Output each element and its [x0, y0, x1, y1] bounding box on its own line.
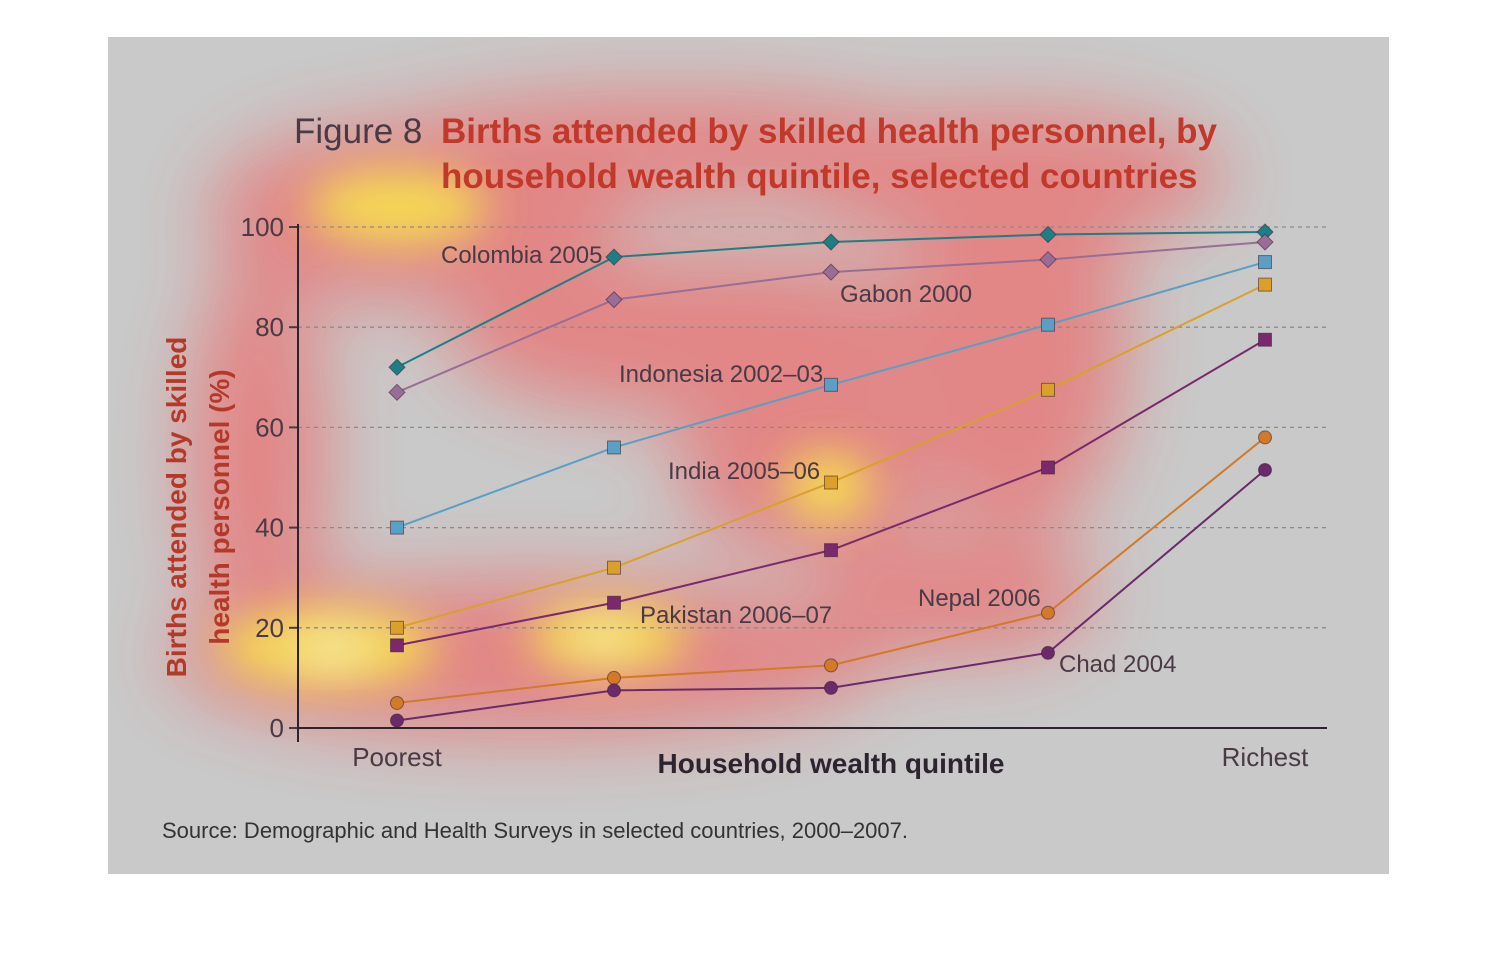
data-point	[1258, 332, 1272, 347]
data-point	[1258, 462, 1272, 477]
source-note: Source: Demographic and Health Surveys i…	[162, 818, 908, 843]
data-point	[607, 670, 621, 685]
chart-title-line-1: Births attended by skilled health person…	[441, 112, 1218, 151]
y-tick-label-80: 80	[255, 312, 284, 342]
data-point	[388, 383, 406, 402]
series-3	[390, 277, 1272, 635]
y-tick-label-40: 40	[255, 513, 284, 543]
x-axis-title: Household wealth quintile	[658, 748, 1005, 779]
y-tick-label-0: 0	[270, 713, 284, 743]
data-point	[390, 638, 404, 653]
data-point	[390, 713, 404, 728]
series-labels: Colombia 2005 Gabon 2000 Indonesia 2002–03…	[441, 242, 1176, 678]
data-point	[822, 233, 840, 251]
data-point	[1039, 250, 1057, 269]
data-point	[390, 620, 404, 635]
series-label-0: Colombia 2005	[441, 242, 602, 269]
series-5	[390, 430, 1272, 710]
data-point	[824, 658, 838, 673]
data-point	[390, 695, 404, 710]
series-4	[390, 332, 1272, 653]
data-point	[605, 290, 623, 309]
chart-title-line-2: household wealth quintile, selected coun…	[441, 157, 1198, 196]
series-2	[390, 255, 1272, 535]
data-point	[607, 595, 621, 610]
data-point	[1258, 430, 1272, 445]
data-point	[607, 683, 621, 698]
figure-number: Figure 8	[294, 112, 422, 151]
data-point	[607, 440, 621, 455]
data-point	[824, 475, 838, 490]
y-axis-ticks: 0 20 40 60 80 100	[241, 212, 298, 743]
y-tick-label-60: 60	[255, 412, 284, 442]
x-tick-label-richest: Richest	[1222, 742, 1309, 772]
series-label-4: Pakistan 2006–07	[640, 602, 832, 629]
data-point	[824, 543, 838, 558]
x-axis-ticks: Poorest Richest	[352, 742, 1309, 772]
data-point	[607, 560, 621, 575]
data-point	[1041, 605, 1055, 620]
y-axis-title-line-1: Births attended by skilled	[161, 337, 192, 678]
data-point	[824, 377, 838, 392]
y-axis-title: Births attended by skilled health person…	[161, 337, 235, 678]
series-label-5: Nepal 2006	[918, 585, 1041, 612]
x-tick-label-poorest: Poorest	[352, 742, 442, 772]
series-1	[388, 233, 1274, 402]
axes	[297, 224, 1327, 742]
data-point	[1258, 277, 1272, 292]
data-point	[822, 263, 840, 281]
y-axis-title-line-2: health personnel (%)	[204, 369, 235, 644]
data-point	[1256, 233, 1274, 251]
data-point	[1041, 317, 1055, 332]
line-chart: Figure 8 Births attended by skilled heal…	[161, 92, 1327, 843]
data-point	[388, 358, 406, 376]
series-label-6: Chad 2004	[1059, 651, 1176, 678]
data-point	[1041, 645, 1055, 660]
y-tick-label-100: 100	[241, 212, 284, 242]
data-point	[1039, 225, 1057, 244]
data-point	[605, 248, 623, 266]
data-point	[1041, 382, 1055, 397]
data-point	[390, 520, 404, 535]
gridlines	[298, 226, 1327, 629]
y-tick-label-20: 20	[255, 613, 284, 643]
series-label-1: Gabon 2000	[840, 281, 972, 308]
data-point	[1258, 255, 1272, 270]
series-label-2: Indonesia 2002–03	[619, 361, 823, 388]
data-point	[1041, 460, 1055, 475]
heatmap-overlay	[168, 92, 1228, 737]
series-label-3: India 2005–06	[668, 458, 820, 485]
figure-panel: Figure 8 Births attended by skilled heal…	[108, 37, 1389, 874]
data-point	[824, 680, 838, 695]
series-6	[390, 462, 1272, 728]
series-group	[388, 223, 1274, 728]
